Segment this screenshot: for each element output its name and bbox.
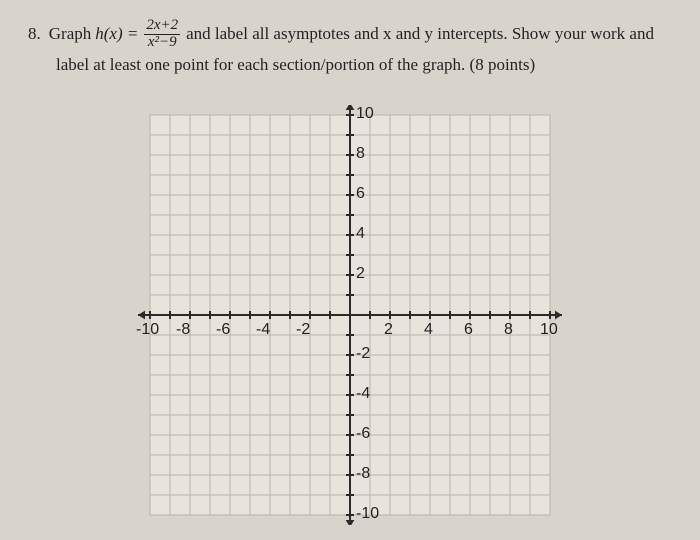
x-tick-label: 4	[424, 321, 433, 339]
x-tick-label: 6	[464, 321, 473, 339]
x-tick-label: -8	[176, 321, 190, 339]
problem-statement: 8. Graph h(x) = 2x+2 x²−9 and label all …	[28, 18, 672, 51]
y-tick-label: 10	[356, 105, 374, 123]
problem-number: 8.	[28, 23, 41, 45]
fraction-numerator: 2x+2	[144, 18, 180, 35]
function-lhs: h(x) =	[95, 23, 138, 45]
x-tick-label: -6	[216, 321, 230, 339]
grid-svg	[120, 105, 580, 525]
fraction-denominator: x²−9	[146, 35, 179, 51]
y-tick-label: -4	[356, 385, 370, 403]
text-graph: Graph	[49, 23, 91, 45]
x-tick-label: -4	[256, 321, 270, 339]
y-tick-label: 8	[356, 145, 365, 163]
x-tick-label: 8	[504, 321, 513, 339]
y-tick-label: -8	[356, 465, 370, 483]
y-tick-label: 2	[356, 265, 365, 283]
x-tick-label: 10	[540, 321, 558, 339]
worksheet-page: 8. Graph h(x) = 2x+2 x²−9 and label all …	[0, 0, 700, 540]
x-tick-label: -10	[136, 321, 159, 339]
x-tick-label: -2	[296, 321, 310, 339]
text-tail1: and label all asymptotes and x and y int…	[186, 23, 654, 45]
coordinate-grid: -10 -8 -6 -4 -2 2 4 6 8 10 10 8 6 4 2 -2 -4 -6 -8 -10	[120, 105, 580, 525]
y-tick-label: -2	[356, 345, 370, 363]
function-fraction: 2x+2 x²−9	[144, 18, 180, 51]
y-tick-label: -6	[356, 425, 370, 443]
y-tick-label: -10	[356, 505, 379, 523]
y-tick-label: 6	[356, 185, 365, 203]
y-tick-label: 4	[356, 225, 365, 243]
x-tick-label: 2	[384, 321, 393, 339]
text-line2: label at least one point for each sectio…	[56, 55, 672, 75]
